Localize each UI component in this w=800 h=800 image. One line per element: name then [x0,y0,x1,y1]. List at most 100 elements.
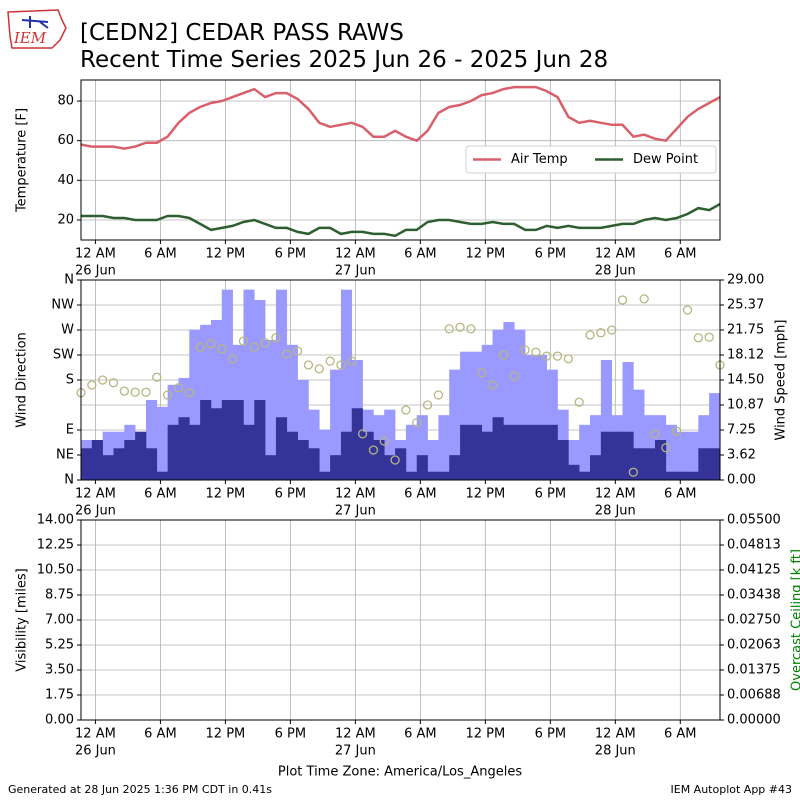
point [282,349,292,359]
logo-text: IEM [13,29,47,47]
point [141,387,151,397]
bar [232,400,244,480]
bar [698,415,710,480]
x-tick-date: 26 Jun [75,744,116,759]
point [682,305,693,315]
x-tick-label: 6 AM [404,487,437,502]
bar [449,369,461,480]
y2-tick-label: 18.12 [727,348,764,363]
bar [449,455,461,480]
y-tick-label: NW [51,298,74,313]
point [98,375,108,385]
bar [167,424,179,480]
bar [557,440,569,480]
y2-tick-label: 25.37 [727,298,764,313]
bar [373,440,385,480]
point [379,436,389,446]
bar [416,455,428,480]
point [390,455,400,465]
title: [CEDN2] CEDAR PASS RAWS [80,20,404,46]
x-tick-label: 6 PM [275,247,306,262]
subtitle: Recent Time Series 2025 Jun 26 - 2025 Ju… [80,47,608,73]
y-tick-label: 10.50 [37,563,74,578]
bar [427,440,439,480]
x-tick-label: 12 AM [595,727,636,742]
bar [340,289,353,480]
bar [265,340,277,480]
point [238,336,249,346]
bar [600,360,612,480]
point [563,354,574,364]
bar [286,344,298,480]
bar [275,417,288,480]
point [217,344,227,354]
bar [308,448,320,480]
point [184,388,194,398]
point [672,426,682,436]
point [477,368,487,378]
point [639,294,649,304]
bar [665,424,677,480]
x-tick-label: 6 AM [404,247,437,262]
point [130,387,140,397]
bar [178,417,190,480]
x-tick-label: 12 PM [465,487,505,502]
point [498,350,509,360]
bar [460,351,472,480]
bar [200,400,212,480]
bar [405,471,418,480]
point [108,378,119,388]
bar [698,448,710,480]
point [271,333,281,343]
y-axis-label: Temperature [F] [15,108,30,213]
bar [611,431,623,480]
bar [384,455,396,480]
point [152,372,162,382]
x-tick-date: 28 Jun [595,264,636,279]
y2-tick-label: 0.00 [727,473,756,488]
bar [535,355,548,480]
bar [525,424,537,480]
bar [221,400,233,480]
bar [145,448,158,480]
point [173,383,184,393]
x-tick-label: 6 PM [275,727,306,742]
bar [579,471,591,480]
bar [156,406,168,480]
y2-axis-label: Wind Speed [mph] [774,320,789,441]
bar [590,415,602,480]
x-tick-label: 6 PM [535,247,566,262]
bar [297,440,309,480]
x-tick-date: 26 Jun [75,264,116,279]
bar [243,424,255,480]
bar [156,471,168,480]
bar [470,351,483,480]
y2-tick-label: 7.25 [727,423,756,438]
bar [145,400,158,480]
y-axis-label: Wind Direction [15,332,30,428]
bar [102,455,114,480]
x-axis-label: Plot Time Zone: America/Los_Angeles [278,765,522,780]
bar [676,471,688,480]
bar [351,408,363,480]
bar [665,471,677,480]
bar [546,424,558,480]
point [650,429,660,439]
point [292,346,303,356]
y2-tick-label: 0.05500 [727,513,781,528]
x-tick-label: 6 PM [535,727,566,742]
point [520,345,530,355]
x-tick-label: 12 AM [335,487,376,502]
point [574,397,584,407]
bar [254,300,266,480]
plot-area [81,85,720,238]
legend-box [465,145,717,174]
x-tick-date: 28 Jun [595,504,636,519]
bar [687,431,699,480]
x-tick-label: 12 PM [206,727,246,742]
point [87,380,97,390]
y-tick-label: 12.25 [37,538,74,553]
x-tick-label: 12 AM [75,247,116,262]
y-tick-label: NE [56,448,74,463]
bar [460,424,472,480]
